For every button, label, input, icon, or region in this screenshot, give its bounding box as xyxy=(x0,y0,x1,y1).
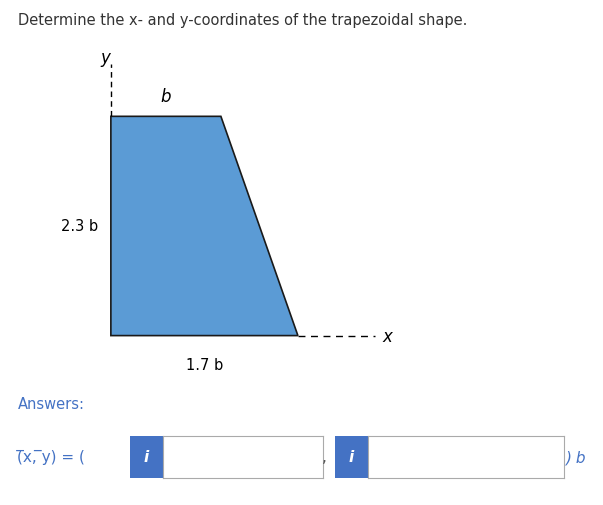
Text: i: i xyxy=(349,449,354,465)
Text: y: y xyxy=(101,49,110,67)
Text: 2.3 b: 2.3 b xyxy=(60,219,98,234)
Text: b: b xyxy=(160,88,171,106)
Text: Answers:: Answers: xyxy=(18,396,85,412)
Polygon shape xyxy=(111,117,298,336)
Text: i: i xyxy=(144,449,149,465)
Text: (̅x, ̅y) = (: (̅x, ̅y) = ( xyxy=(18,449,91,465)
Text: ,: , xyxy=(322,449,327,465)
Text: ) b: ) b xyxy=(566,449,586,465)
Text: Determine the x- and y-coordinates of the trapezoidal shape.: Determine the x- and y-coordinates of th… xyxy=(18,13,467,28)
Text: x: x xyxy=(383,327,393,345)
Text: 1.7 b: 1.7 b xyxy=(186,357,223,372)
